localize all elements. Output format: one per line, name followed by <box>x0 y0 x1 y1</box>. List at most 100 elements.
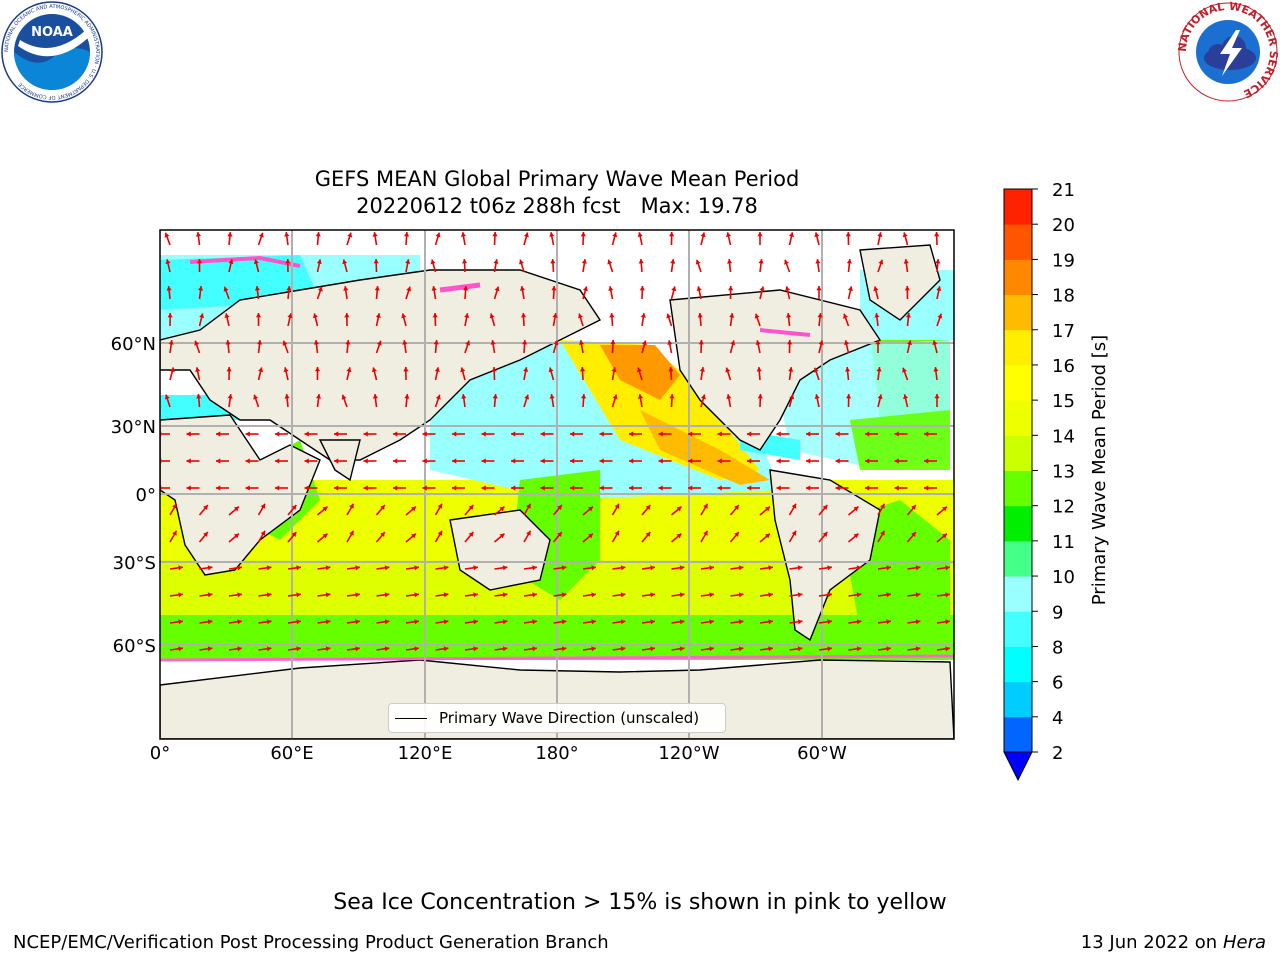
direction-arrow-head <box>492 232 498 237</box>
direction-arrow-head <box>234 533 239 539</box>
direction-arrow-head <box>725 367 731 373</box>
direction-arrow-head <box>341 394 347 400</box>
direction-arrow-head <box>169 367 175 373</box>
direction-arrow-head <box>580 232 586 237</box>
direction-arrow-head <box>688 485 693 491</box>
direction-arrow-head <box>461 394 467 399</box>
direction-arrow-head <box>523 367 529 372</box>
direction-arrow-head <box>349 530 354 536</box>
direction-arrow-head <box>561 565 567 571</box>
direction-arrow-head <box>481 458 486 464</box>
direction-arrow-head <box>933 367 939 372</box>
colorbar-segment <box>1004 470 1032 507</box>
direction-arrow-head <box>759 286 765 292</box>
direction-arrow-head <box>468 532 474 537</box>
direction-arrow-head <box>502 592 508 598</box>
direction-arrow-head <box>526 530 531 536</box>
direction-arrow-head <box>886 619 891 625</box>
colorbar-tick-label: 4 <box>1052 708 1063 729</box>
direction-arrow-head <box>414 565 419 571</box>
direction-arrow-head <box>945 592 950 598</box>
direction-arrow-head <box>166 286 172 291</box>
direction-arrow-head <box>434 367 440 373</box>
direction-arrow-head <box>676 533 682 539</box>
direction-arrow-head <box>758 259 764 264</box>
direction-arrow-head <box>734 505 739 510</box>
colorbar-segment <box>1004 259 1032 296</box>
direction-arrow-head <box>747 485 752 491</box>
direction-arrow-head <box>620 565 626 571</box>
direction-arrow-head <box>422 458 427 464</box>
direction-arrow-head <box>490 340 496 345</box>
direction-arrow-head <box>935 259 941 264</box>
direction-arrow-head <box>227 394 233 399</box>
direction-arrow-head <box>579 367 586 372</box>
direction-arrow-head <box>549 232 555 237</box>
direction-arrow-head <box>629 485 634 491</box>
direction-arrow-head <box>296 592 301 598</box>
direction-arrow-head <box>557 505 562 510</box>
direction-arrow-head <box>853 533 859 539</box>
direction-arrow-head <box>905 313 911 318</box>
colorbar-segment <box>1004 294 1032 331</box>
direction-arrow-head <box>532 565 537 571</box>
direction-arrow-head <box>431 286 437 291</box>
direction-arrow-head <box>696 286 702 292</box>
nws-logo: NATIONAL WEATHER SERVICE <box>1176 0 1280 102</box>
direction-arrow-head <box>754 313 760 319</box>
direction-arrow-head <box>260 503 266 509</box>
direction-arrow-head <box>698 340 704 345</box>
direction-arrow-head <box>817 313 823 318</box>
direction-arrow-head <box>639 286 645 291</box>
direction-arrow-head <box>287 313 293 319</box>
direction-arrow-head <box>186 458 191 464</box>
colorbar-segment <box>1004 540 1032 577</box>
direction-arrow-head <box>207 592 213 598</box>
direction-arrow-head <box>614 530 620 536</box>
direction-arrow-head <box>638 259 644 264</box>
direction-arrow-head <box>437 503 443 509</box>
direction-arrow-head <box>827 646 832 652</box>
direction-arrow-head <box>540 485 545 491</box>
direction-arrow-head <box>315 232 321 237</box>
chart-title: GEFS MEAN Global Primary Wave Mean Perio… <box>314 167 800 191</box>
direction-arrow-head <box>865 485 870 491</box>
direction-arrow-head <box>786 313 792 318</box>
direction-arrow-head <box>481 485 486 491</box>
chart-subtitle: 20220612 t06z 288h fcst Max: 19.78 <box>356 194 758 218</box>
direction-arrow-head <box>384 592 390 598</box>
colorbar-tick-label: 10 <box>1052 567 1075 588</box>
colorbar-segment <box>1004 681 1032 718</box>
direction-arrow-head <box>322 506 328 512</box>
direction-arrow-head <box>650 646 655 652</box>
direction-arrow-head <box>405 259 411 264</box>
direction-arrow-head <box>945 565 950 571</box>
direction-arrow-head <box>275 431 280 437</box>
direction-arrow-head <box>296 565 301 571</box>
direction-arrow-head <box>224 313 230 319</box>
direction-arrow-head <box>658 458 663 464</box>
direction-arrow-head <box>443 565 449 571</box>
direction-arrow-head <box>489 313 495 319</box>
direction-arrow-head <box>728 286 734 291</box>
footer-date: 13 Jun 2022 on Hera <box>1081 932 1266 953</box>
direction-arrow-head <box>835 431 840 437</box>
direction-arrow-head <box>502 565 508 571</box>
direction-arrow-head <box>493 259 499 264</box>
direction-arrow-head <box>640 313 646 318</box>
direction-arrow-head <box>511 431 516 437</box>
direction-arrow-head <box>553 340 559 346</box>
legend-line-swatch <box>395 717 427 719</box>
direction-arrow-head <box>435 394 441 400</box>
direction-arrow-head <box>524 394 530 400</box>
direction-arrow-head <box>726 232 732 238</box>
direction-arrow-head <box>223 286 229 292</box>
direction-arrow-head <box>791 530 797 536</box>
direction-arrow-head <box>915 619 921 625</box>
direction-arrow-head <box>443 592 449 598</box>
direction-arrow-head <box>865 458 870 464</box>
colorbar-tick-label: 13 <box>1052 462 1075 483</box>
direction-arrow-head <box>557 532 562 537</box>
direction-arrow-head <box>325 565 331 571</box>
direction-arrow-head <box>727 259 733 264</box>
